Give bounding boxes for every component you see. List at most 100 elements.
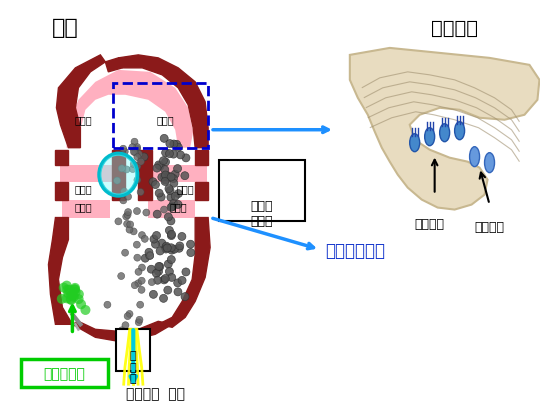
Text: 支持細胞: 支持細胞: [474, 221, 505, 234]
Circle shape: [155, 262, 163, 270]
Circle shape: [70, 283, 80, 293]
Circle shape: [129, 144, 136, 151]
Circle shape: [161, 166, 169, 174]
Circle shape: [134, 177, 141, 183]
Circle shape: [163, 244, 171, 252]
Circle shape: [158, 239, 166, 247]
PathPatch shape: [62, 199, 110, 218]
Circle shape: [182, 154, 190, 162]
Circle shape: [123, 166, 130, 173]
Circle shape: [160, 276, 168, 284]
Circle shape: [181, 293, 189, 301]
PathPatch shape: [105, 58, 122, 72]
Ellipse shape: [425, 128, 434, 146]
Circle shape: [149, 178, 157, 186]
Circle shape: [69, 285, 80, 295]
Circle shape: [167, 217, 175, 225]
Circle shape: [135, 151, 142, 158]
Circle shape: [154, 276, 162, 284]
Circle shape: [121, 148, 128, 155]
Circle shape: [134, 154, 141, 160]
Circle shape: [120, 145, 127, 152]
PathPatch shape: [148, 199, 195, 218]
Circle shape: [165, 173, 173, 181]
Circle shape: [69, 292, 79, 302]
Circle shape: [166, 150, 174, 158]
Circle shape: [160, 134, 168, 142]
Circle shape: [167, 256, 175, 264]
Circle shape: [137, 189, 144, 195]
Circle shape: [130, 148, 137, 155]
Text: コルチ器: コルチ器: [431, 19, 478, 37]
Circle shape: [175, 244, 183, 252]
PathPatch shape: [350, 48, 539, 210]
Circle shape: [166, 226, 173, 235]
PathPatch shape: [158, 218, 210, 327]
Circle shape: [162, 176, 169, 184]
Bar: [113, 83, 208, 147]
Circle shape: [148, 278, 155, 286]
Ellipse shape: [470, 147, 479, 167]
Circle shape: [57, 294, 67, 304]
Circle shape: [155, 161, 163, 169]
Circle shape: [74, 289, 84, 299]
Circle shape: [168, 246, 176, 254]
Circle shape: [170, 179, 178, 187]
Circle shape: [160, 157, 168, 165]
Circle shape: [104, 301, 111, 308]
Circle shape: [167, 232, 175, 240]
Circle shape: [164, 260, 172, 268]
Circle shape: [171, 170, 179, 178]
Ellipse shape: [410, 134, 420, 152]
Text: 蝸牛管: 蝸牛管: [75, 115, 92, 125]
Circle shape: [59, 283, 69, 293]
Circle shape: [157, 193, 165, 201]
Circle shape: [174, 279, 182, 287]
Circle shape: [153, 269, 160, 277]
Circle shape: [63, 289, 73, 299]
PathPatch shape: [72, 321, 172, 341]
Circle shape: [114, 177, 121, 184]
Circle shape: [162, 158, 169, 166]
Circle shape: [153, 164, 161, 172]
Circle shape: [166, 187, 174, 195]
Text: 聴
神
経: 聴 神 経: [130, 351, 136, 384]
Circle shape: [181, 172, 189, 180]
Circle shape: [135, 280, 142, 287]
Ellipse shape: [454, 122, 465, 140]
Circle shape: [123, 331, 130, 338]
Circle shape: [161, 206, 168, 213]
Circle shape: [153, 210, 161, 218]
Circle shape: [68, 291, 78, 301]
Circle shape: [134, 145, 141, 152]
Circle shape: [151, 181, 160, 189]
Text: 蝸牛管: 蝸牛管: [156, 115, 174, 125]
Circle shape: [130, 161, 137, 168]
Circle shape: [168, 273, 176, 281]
Circle shape: [166, 139, 174, 147]
Circle shape: [171, 192, 179, 200]
Circle shape: [137, 158, 144, 165]
Circle shape: [161, 177, 169, 185]
Circle shape: [162, 243, 169, 251]
Circle shape: [156, 247, 164, 255]
Circle shape: [160, 294, 168, 302]
Circle shape: [176, 242, 184, 250]
Circle shape: [128, 328, 135, 336]
PathPatch shape: [55, 150, 68, 165]
Text: 有毛細胞: 有毛細胞: [414, 218, 445, 231]
PathPatch shape: [61, 165, 115, 182]
Circle shape: [124, 193, 131, 200]
Circle shape: [155, 268, 162, 276]
Circle shape: [187, 240, 195, 248]
Circle shape: [178, 233, 186, 241]
Circle shape: [146, 251, 154, 260]
Circle shape: [155, 189, 163, 197]
Circle shape: [141, 254, 149, 262]
Circle shape: [126, 226, 133, 233]
PathPatch shape: [150, 165, 207, 182]
Circle shape: [164, 286, 172, 294]
Circle shape: [151, 240, 160, 248]
Circle shape: [161, 171, 169, 179]
PathPatch shape: [195, 150, 208, 165]
